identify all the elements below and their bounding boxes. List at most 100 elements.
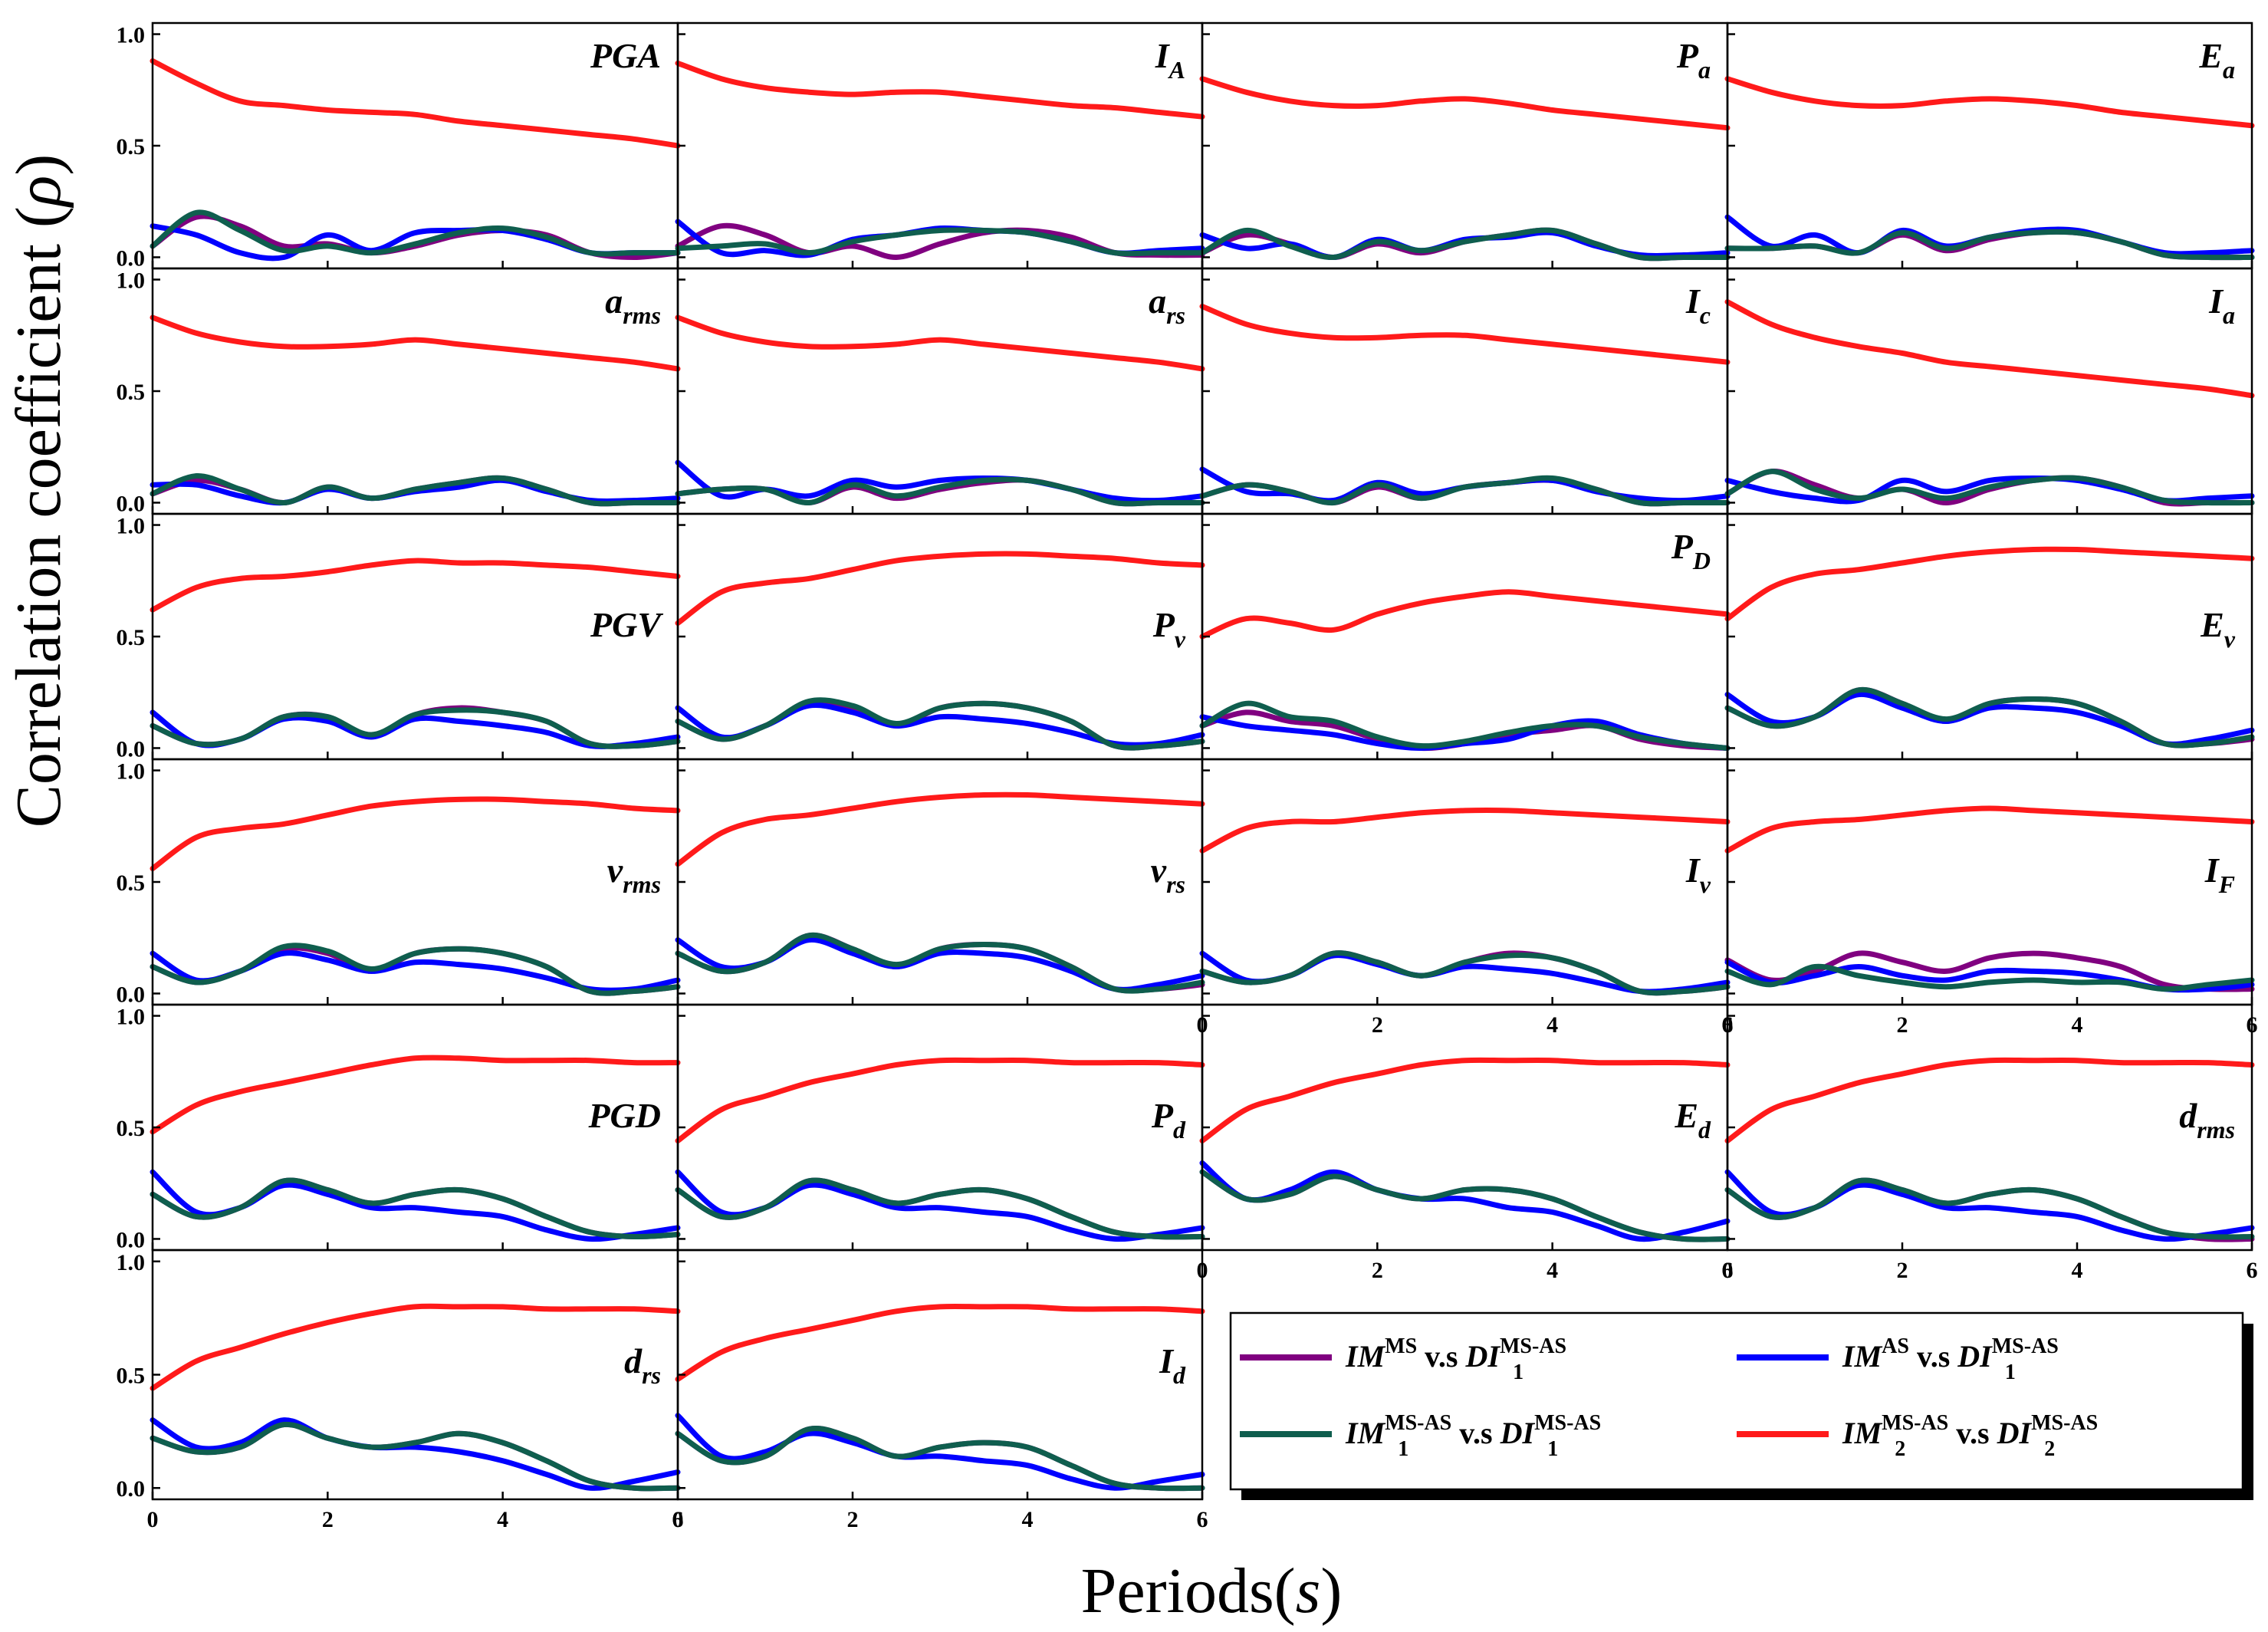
panel-Ic: Ic (1199, 267, 1731, 515)
panel-frame (1726, 267, 2253, 515)
series-line-red (675, 314, 1205, 372)
series-line-red (675, 791, 1205, 867)
series-line-green (1724, 469, 2255, 506)
series-line-green (150, 707, 681, 749)
y-tick-label: 0.5 (117, 134, 146, 160)
series-line-green (1199, 700, 1731, 751)
y-tick-label: 0.5 (117, 870, 146, 896)
panel-label: vrms (607, 851, 661, 898)
series-line-red (675, 60, 1205, 120)
x-tick-label: 0 (147, 1507, 159, 1532)
panel-Ia: Ia (1724, 267, 2255, 515)
series-line-green (675, 1426, 1205, 1492)
series-line-green (675, 227, 1205, 257)
x-axis-title-symbol: s (1296, 1555, 1321, 1627)
x-tick-label: 6 (2247, 1258, 2258, 1283)
y-tick-label: 0.5 (117, 1116, 146, 1141)
legend-label: IMMS v.s DIMS-AS 1 (1345, 1334, 1566, 1384)
panel-frame (1726, 21, 2253, 270)
panel-ars: ars (675, 267, 1205, 515)
panel-label: Pv (1152, 605, 1186, 653)
x-tick-label: 2 (1897, 1258, 1908, 1283)
x-tick-label: 6 (672, 1507, 684, 1532)
x-tick-label: 0 (672, 1507, 684, 1532)
series-line-green (1724, 963, 2255, 992)
panel-frame (151, 267, 679, 515)
x-tick-label: 0 (1722, 1258, 1734, 1283)
legend: IMMS v.s DIMS-AS 1 IMAS v.s DIMS-AS 1 IMMS-A… (1229, 1311, 2253, 1500)
series-line-red (150, 58, 681, 149)
series-line-green (150, 472, 681, 507)
series-line-red (150, 314, 681, 372)
y-tick-label: 0.0 (117, 491, 146, 516)
series-line-green (1199, 227, 1731, 262)
panel-PGD: 0.0 0.5 1.0 PGD (117, 1003, 681, 1252)
panel-label: Ea (2198, 36, 2235, 84)
series-line-blue (675, 702, 1205, 748)
series-line-red (1724, 299, 2255, 399)
panel-label: Pd (1151, 1096, 1186, 1143)
y-tick-label: 0.5 (117, 625, 146, 650)
x-tick-label: 4 (1022, 1507, 1034, 1532)
y-tick-label: 1.0 (117, 759, 146, 785)
legend-item-blue: IMAS v.s DIMS-AS 1 (1737, 1334, 2059, 1384)
x-tick-label: 4 (2072, 1012, 2083, 1038)
panel-Id: 0 2 4 6 Id (672, 1249, 1208, 1532)
panel-frame (1201, 267, 1729, 515)
panel-label: arms (605, 281, 661, 329)
panel-Ed: 0 2 4 6 Ed (1197, 1003, 1734, 1283)
x-axis-title-text: Periods( (1081, 1555, 1296, 1627)
x-tick-label: 4 (2072, 1258, 2083, 1283)
series-line-blue (675, 1169, 1205, 1242)
panel-Ev: Ev (1724, 512, 2255, 761)
panel-frame (676, 512, 1204, 761)
legend-item-purple: IMMS v.s DIMS-AS 1 (1240, 1334, 1566, 1384)
panel-label: PD (1671, 527, 1711, 574)
legend-label: IMAS v.s DIMS-AS 1 (1842, 1334, 2059, 1384)
y-axis-title-text: Correlation coefficient ( (3, 206, 74, 828)
panel-label: IA (1155, 36, 1185, 84)
panel-label: drms (2179, 1096, 2235, 1143)
y-tick-label: 0.0 (117, 1227, 146, 1252)
panel-label: Ev (2200, 605, 2236, 653)
y-tick-label: 1.0 (117, 514, 146, 539)
series-line-red (1199, 76, 1731, 131)
y-tick-label: 1.0 (117, 1250, 146, 1275)
panel-arms: 0.0 0.5 1.0 arms (117, 267, 681, 516)
series-line-green (1724, 1177, 2255, 1240)
series-line-red (150, 1055, 681, 1135)
y-tick-label: 0.0 (117, 736, 146, 762)
series-line-green (1199, 1169, 1731, 1242)
panel-frame (1201, 512, 1729, 761)
y-tick-label: 0.0 (117, 982, 146, 1007)
panel-drms: 0 2 4 6 drms (1722, 1003, 2258, 1283)
series-line-purple (1199, 950, 1731, 996)
panel-Iv: 0 2 4 6Iv (1197, 758, 1734, 1038)
series-line-red (1199, 808, 1731, 854)
series-line-green (150, 1421, 681, 1492)
series-line-green (675, 476, 1205, 507)
legend-label: IMMS-AS 1 v.s DIMS-AS 1 (1345, 1411, 1601, 1461)
panel-PGV: 0.0 0.5 1.0 PGV (117, 512, 681, 762)
y-axis-title-close: ) (3, 154, 74, 176)
y-tick-label: 1.0 (117, 23, 146, 48)
x-tick-label: 2 (1372, 1258, 1383, 1283)
series-line-red (1724, 76, 2255, 129)
series-line-red (150, 1303, 681, 1391)
panel-PD: PD (1199, 512, 1731, 761)
panel-frame (151, 1249, 679, 1501)
panel-label: Ed (1674, 1096, 1711, 1143)
y-tick-label: 1.0 (117, 1005, 146, 1030)
panel-frame (676, 1249, 1204, 1501)
x-tick-label: 2 (1372, 1012, 1383, 1038)
series-line-green (150, 209, 681, 257)
panel-Ea: Ea (1724, 21, 2255, 270)
y-tick-label: 1.0 (117, 268, 146, 294)
series-line-blue (1724, 1169, 2255, 1242)
series-line-green (675, 697, 1205, 751)
panel-label: IF (2204, 851, 2235, 898)
panel-label: PGD (587, 1096, 661, 1135)
series-line-green (1724, 686, 2255, 749)
panel-Pd: Pd (675, 1003, 1205, 1252)
